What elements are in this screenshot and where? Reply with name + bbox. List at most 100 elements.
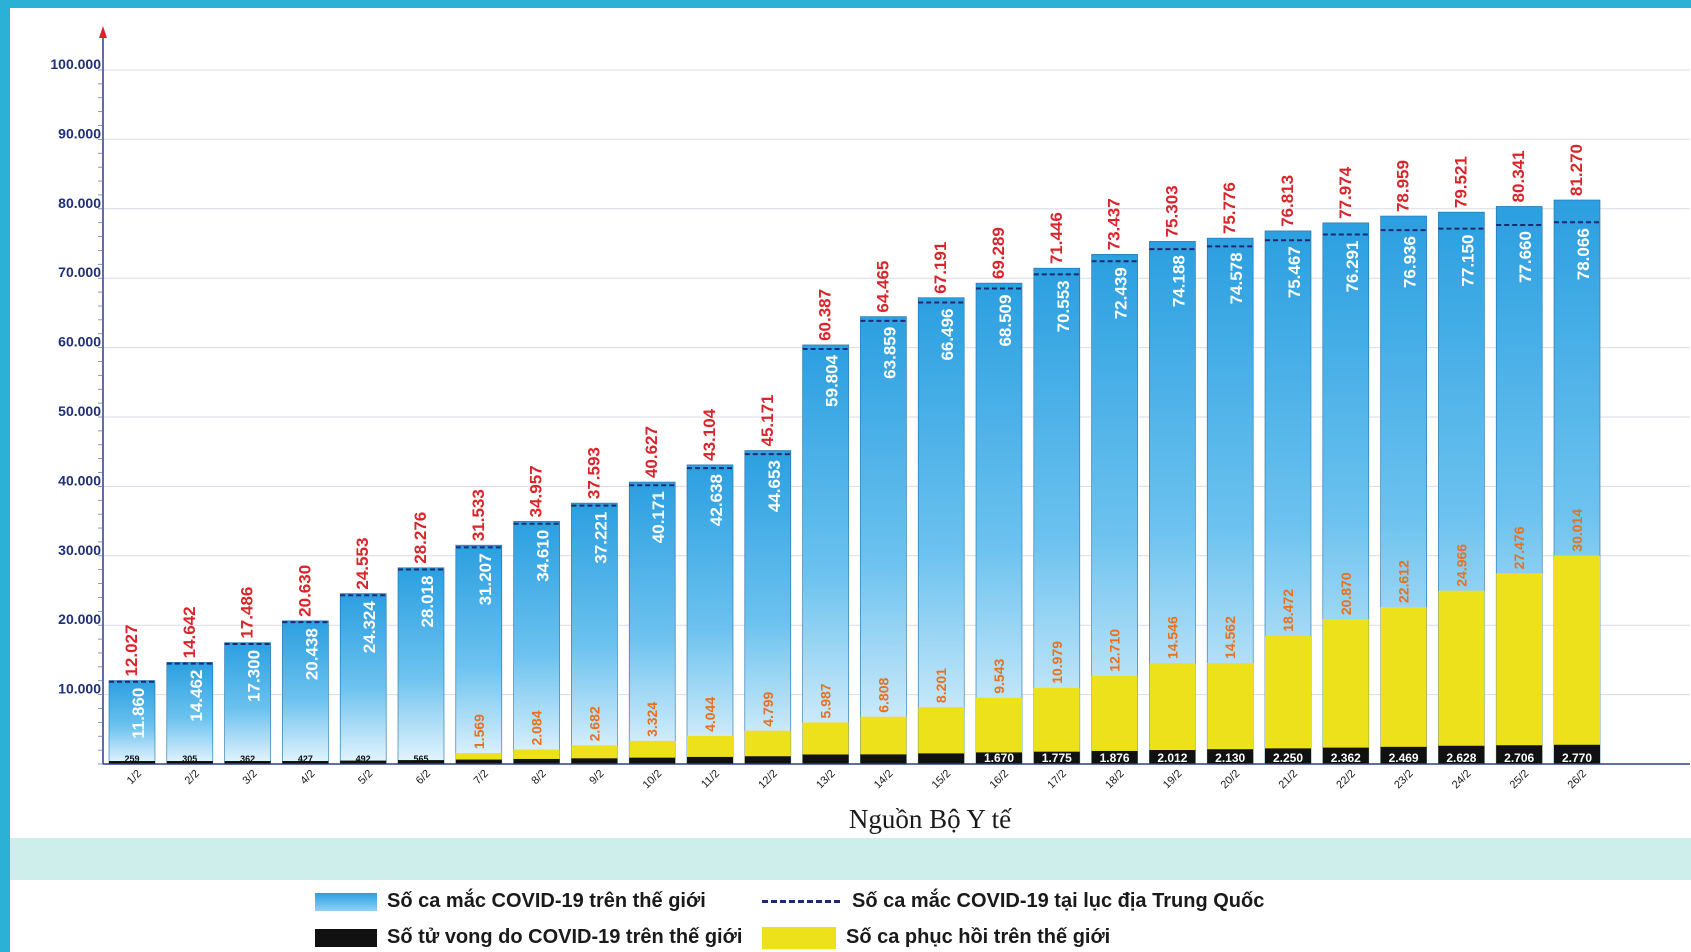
deaths-bar <box>976 752 1022 764</box>
x-tick-label: 4/2 <box>298 768 317 787</box>
world-bar <box>571 502 618 765</box>
source-label: Nguồn Bộ Y tế <box>848 804 1012 834</box>
deaths-value-label: 362 <box>240 754 255 764</box>
recovered-bar <box>455 753 502 764</box>
world-bar <box>744 450 792 765</box>
world-bar <box>802 344 849 765</box>
x-tick-label: 9/2 <box>587 768 606 787</box>
frame-left <box>0 0 10 952</box>
world-bar <box>397 567 445 765</box>
deaths-bar <box>629 757 676 764</box>
recovered-value-label: 20.870 <box>1338 572 1354 615</box>
x-tick-label: 19/2 <box>1161 768 1185 792</box>
legend-world-label: Số ca mắc COVID-19 trên thế giới <box>387 890 706 912</box>
recovered-value-label: 2.682 <box>586 706 602 741</box>
legend-china-dash <box>762 900 840 903</box>
china-value-label: 76.291 <box>1343 241 1362 293</box>
deaths-bar <box>166 761 213 764</box>
x-tick-label: 3/2 <box>240 768 259 787</box>
deaths-bar <box>802 754 849 764</box>
deaths-bar <box>1380 746 1427 764</box>
y-tick-label: 20.000 <box>58 611 101 627</box>
deaths-bar <box>282 761 329 764</box>
world-value-label: 78.959 <box>1394 160 1413 212</box>
y-axis-arrow <box>99 26 107 38</box>
world-bar <box>917 297 965 765</box>
recovered-bar <box>1496 573 1543 764</box>
world-bar <box>860 316 907 765</box>
world-value-label: 17.486 <box>238 587 257 639</box>
deaths-value-label: 2.706 <box>1504 751 1534 765</box>
deaths-value-label: 565 <box>413 754 428 764</box>
world-bar <box>513 521 560 765</box>
china-value-label: 14.462 <box>187 670 206 722</box>
world-value-label: 69.289 <box>989 227 1008 279</box>
x-tick-label: 26/2 <box>1565 768 1589 792</box>
china-value-label: 34.610 <box>534 530 553 582</box>
recovered-value-label: 27.476 <box>1511 526 1527 569</box>
legend-world-swatch <box>315 892 377 911</box>
world-value-label: 77.974 <box>1336 166 1355 219</box>
legend-china: Số ca mắc COVID-19 tại lục địa Trung Quố… <box>762 890 1264 913</box>
china-value-label: 75.467 <box>1285 246 1304 298</box>
deaths-bar <box>1033 751 1080 764</box>
x-tick-label: 25/2 <box>1508 768 1532 792</box>
x-tick-label: 18/2 <box>1103 768 1127 792</box>
recovered-bar <box>1438 590 1485 764</box>
deaths-bar <box>1207 749 1254 764</box>
deaths-bar <box>224 761 271 764</box>
x-tick-label: 16/2 <box>987 768 1011 792</box>
deaths-bar <box>1322 747 1369 764</box>
x-tick-label: 17/2 <box>1045 768 1069 792</box>
x-tick-label: 5/2 <box>356 768 375 787</box>
recovered-value-label: 24.966 <box>1453 544 1469 587</box>
china-value-label: 59.804 <box>823 354 842 407</box>
world-value-label: 20.630 <box>295 565 314 617</box>
deaths-value-label: 2.130 <box>1215 751 1245 765</box>
recovered-value-label: 4.044 <box>702 697 718 732</box>
recovered-value-label: 6.808 <box>875 678 891 713</box>
recovered-value-label: 2.084 <box>529 710 545 745</box>
recovered-value-label: 4.799 <box>760 691 776 726</box>
deaths-bar <box>1091 750 1138 764</box>
china-value-label: 63.859 <box>880 327 899 379</box>
deaths-bar <box>1265 748 1311 764</box>
legend-recovered-swatch <box>762 926 836 949</box>
world-value-label: 43.104 <box>700 408 719 461</box>
deaths-bar <box>1149 750 1196 764</box>
china-value-label: 40.171 <box>649 491 668 543</box>
world-value-label: 75.776 <box>1220 182 1239 234</box>
y-tick-label: 80.000 <box>58 195 101 211</box>
deaths-value-label: 305 <box>182 754 197 764</box>
china-value-label: 66.496 <box>938 309 957 361</box>
deaths-bar <box>860 754 907 764</box>
y-tick-label: 30.000 <box>58 542 101 558</box>
recovered-value-label: 5.987 <box>818 683 834 718</box>
recovered-bar <box>1149 663 1196 764</box>
world-bar <box>455 544 503 765</box>
legend-world: Số ca mắc COVID-19 trên thế giới <box>315 890 706 913</box>
legend-recovered-label: Số ca phục hồi trên thế giới <box>846 926 1111 948</box>
y-tick-label: 60.000 <box>58 334 101 350</box>
china-value-label: 37.221 <box>591 512 610 564</box>
china-value-label: 72.439 <box>1112 267 1131 319</box>
recovered-bar <box>1322 619 1369 764</box>
recovered-bar <box>1265 635 1311 764</box>
legend-deaths-label: Số tử vong do COVID-19 trên thế giới <box>387 926 743 948</box>
x-tick-label: 20/2 <box>1219 768 1243 792</box>
world-value-label: 71.446 <box>1047 212 1066 264</box>
world-value-label: 45.171 <box>758 395 777 447</box>
legend-china-label: Số ca mắc COVID-19 tại lục địa Trung Quố… <box>852 890 1265 912</box>
world-bar <box>224 642 271 765</box>
bars: 12.027 11.860 259 14.642 14.462 305 17.486 17.3… <box>108 144 1601 765</box>
x-tick-label: 12/2 <box>756 768 780 792</box>
recovered-value-label: 14.562 <box>1222 616 1238 659</box>
world-bar <box>975 282 1023 765</box>
china-value-label: 17.300 <box>245 650 264 702</box>
deaths-value-label: 259 <box>124 754 139 764</box>
recovered-bar <box>1380 607 1427 764</box>
deaths-bar <box>918 753 965 764</box>
world-value-label: 31.533 <box>469 489 488 541</box>
deaths-value-label: 2.469 <box>1389 751 1419 765</box>
x-tick-label: 7/2 <box>472 768 491 787</box>
